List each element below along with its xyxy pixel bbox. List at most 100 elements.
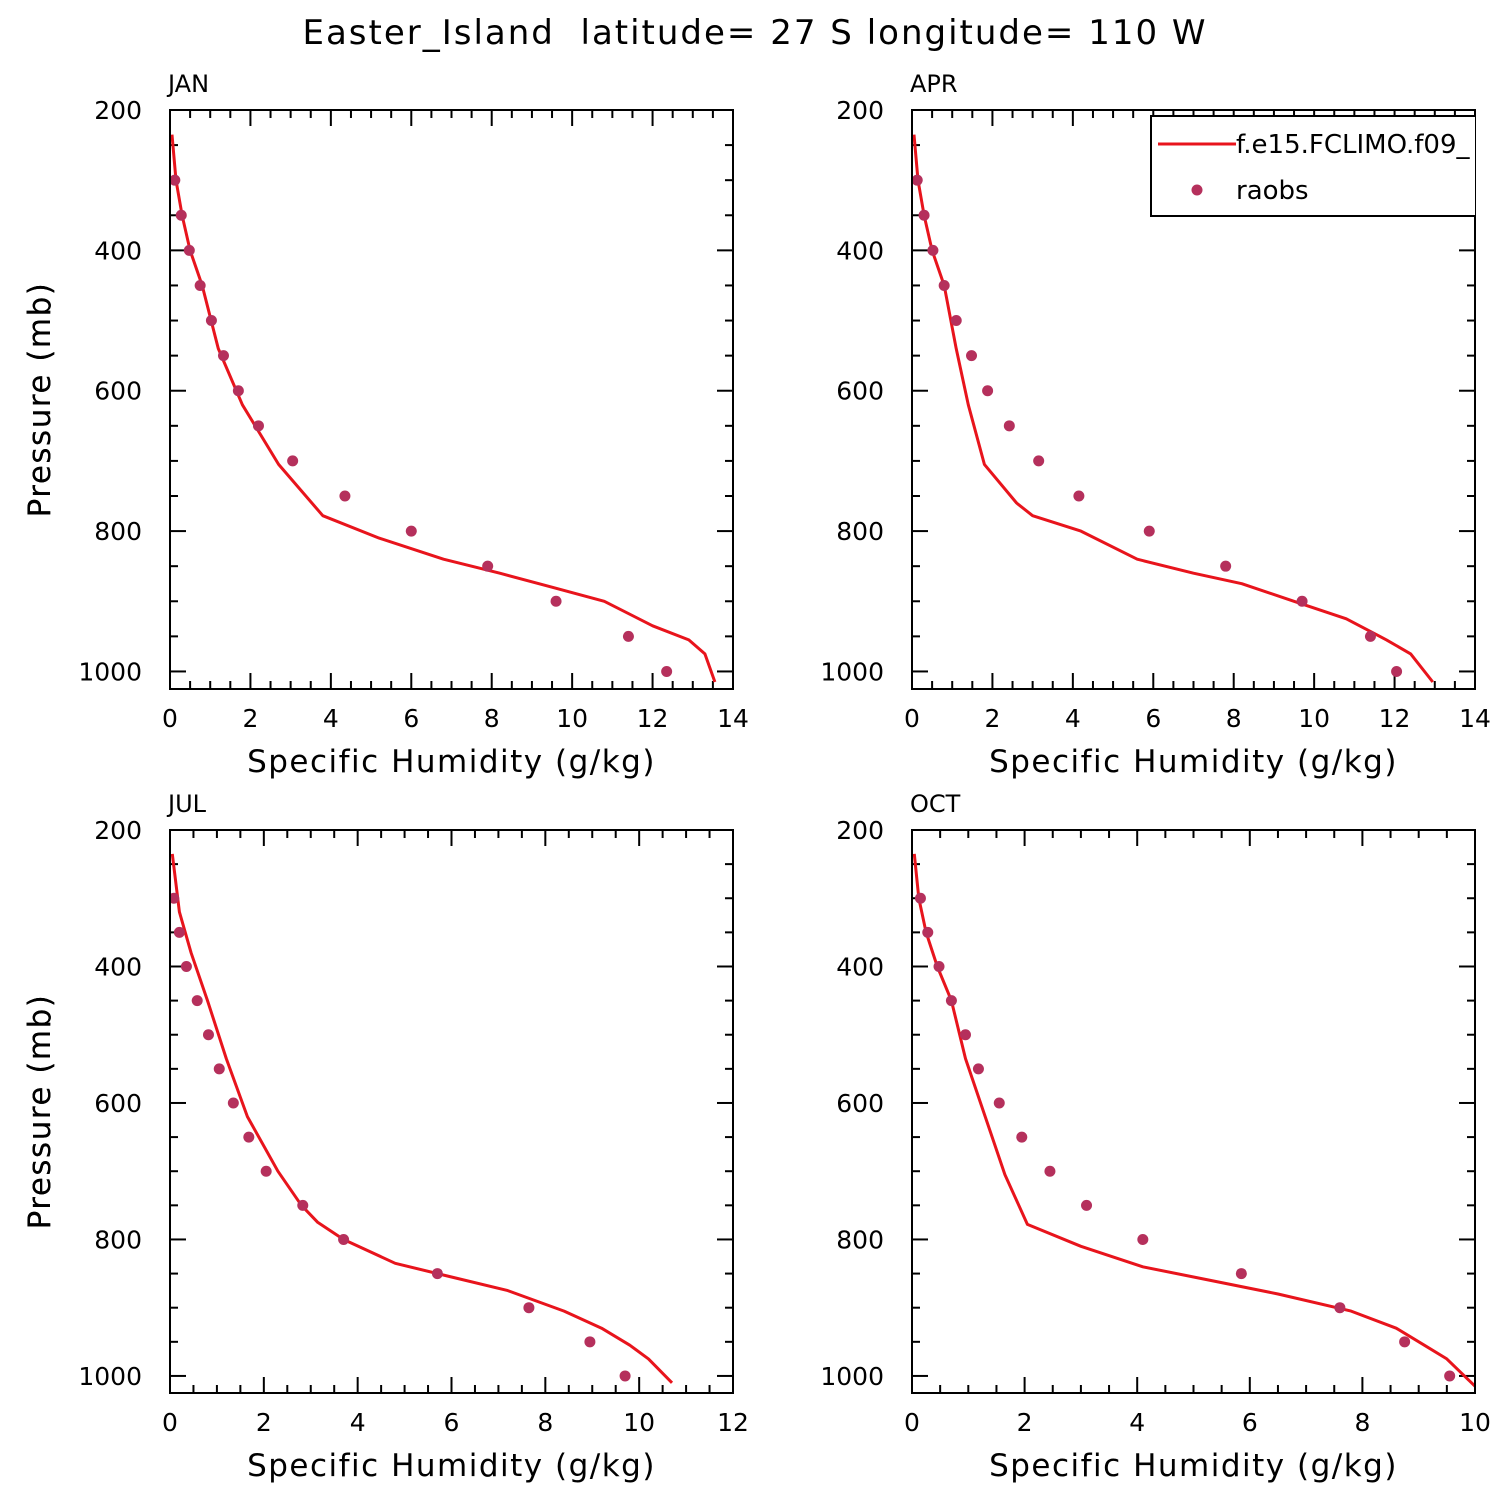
raobs-point — [619, 1370, 631, 1382]
x-tick-label: 12 — [717, 1408, 749, 1437]
y-axis-label: Pressure (mb) — [22, 994, 58, 1230]
raobs-point — [339, 490, 351, 502]
panel-jul: 0 2 4 6 8 10 12 200 400 600 800 1000 Specific Humidi… — [22, 790, 749, 1484]
raobs-point — [933, 960, 945, 972]
panel-jan: 0 2 4 6 8 10 12 14 200 400 600 800 1000 Specific Humi… — [22, 70, 749, 780]
raobs-point — [287, 455, 299, 467]
y-tick-label: 800 — [94, 517, 142, 546]
model-line-jul — [170, 853, 674, 1384]
x-tick-label: 14 — [1459, 704, 1491, 733]
raobs-point — [945, 995, 957, 1007]
raobs-point — [217, 350, 229, 362]
plot-area-jul — [170, 853, 674, 1384]
raobs-point — [213, 1063, 225, 1075]
x-tick-label: 0 — [904, 704, 920, 733]
x-tick-label: 4 — [1129, 1408, 1145, 1437]
raobs-point — [1391, 665, 1403, 677]
raobs-point — [405, 525, 417, 537]
raobs-point — [232, 385, 244, 397]
y-tick-label: 200 — [836, 96, 884, 125]
y-tick-label: 600 — [94, 377, 142, 406]
raobs-point — [1033, 455, 1045, 467]
raobs-point — [1081, 1199, 1093, 1211]
raobs-point — [173, 926, 185, 938]
y-tick-label: 1000 — [820, 657, 884, 686]
y-axis-label: Pressure (mb) — [22, 282, 58, 518]
x-tick-label: 12 — [637, 704, 669, 733]
y-tick-label: 400 — [836, 236, 884, 265]
y-tick-label: 800 — [94, 1225, 142, 1254]
x-tick-label: 4 — [350, 1408, 366, 1437]
legend-obs-label: raobs — [1236, 176, 1309, 206]
y-tick-label: 1000 — [78, 657, 142, 686]
model-line-jan — [170, 134, 717, 683]
raobs-point — [260, 1165, 272, 1177]
legend-model-label: f.e15.FCLIMO.f09_ — [1236, 130, 1470, 160]
x-tick-label: 2 — [984, 704, 1000, 733]
raobs-point — [482, 560, 494, 572]
raobs-point — [927, 244, 939, 256]
raobs-point — [1399, 1336, 1411, 1348]
plot-frame-oct — [911, 829, 1476, 1394]
raobs-point — [1364, 630, 1376, 642]
x-tick-label: 0 — [162, 704, 178, 733]
raobs-point — [912, 174, 923, 186]
panel-title-jan: JAN — [166, 70, 209, 98]
panel-apr: 0 2 4 6 8 10 12 14 200 400 600 800 1000 Specific Humi… — [22, 70, 1491, 780]
y-tick-label: 600 — [94, 1089, 142, 1118]
raobs-point — [938, 279, 950, 291]
x-tick-label: 2 — [242, 704, 258, 733]
raobs-point — [297, 1199, 309, 1211]
raobs-point — [966, 350, 978, 362]
x-tick-label: 14 — [717, 704, 749, 733]
raobs-point — [183, 244, 195, 256]
raobs-point — [1044, 1165, 1056, 1177]
raobs-point — [252, 420, 264, 432]
x-tick-label: 8 — [1226, 704, 1242, 733]
x-tick-label: 6 — [403, 704, 419, 733]
x-tick-label: 10 — [556, 704, 588, 733]
legend-inner: f.e15.FCLIMO.f09_raobs — [1150, 115, 1475, 217]
x-tick-label: 0 — [162, 1408, 178, 1437]
y-tick-label: 600 — [836, 377, 884, 406]
x-tick-label: 0 — [904, 1408, 920, 1437]
raobs-point — [194, 279, 206, 291]
x-tick-label: 6 — [1145, 704, 1161, 733]
raobs-point — [180, 960, 192, 972]
raobs-point — [202, 1029, 214, 1041]
x-axis-label: Specific Humidity (g/kg) — [989, 744, 1398, 780]
raobs-point — [914, 892, 926, 904]
raobs-point — [982, 385, 994, 397]
x-tick-label: 2 — [256, 1408, 272, 1437]
x-tick-label: 10 — [623, 1408, 655, 1437]
raobs-point — [338, 1233, 350, 1245]
y-tick-label: 200 — [836, 816, 884, 845]
panel-title-apr: APR — [910, 70, 958, 98]
y-tick-label: 400 — [94, 952, 142, 981]
raobs-point — [523, 1302, 535, 1314]
legend: f.e15.FCLIMO.f09_raobs — [1150, 115, 1475, 217]
raobs-point — [1444, 1370, 1456, 1382]
raobs-point — [972, 1063, 984, 1075]
raobs-point — [993, 1097, 1005, 1109]
y-tick-label: 1000 — [78, 1362, 142, 1391]
raobs-point — [661, 665, 673, 677]
y-tick-label: 200 — [94, 816, 142, 845]
plot-frame-apr — [911, 109, 1476, 690]
raobs-point — [1296, 595, 1308, 607]
y-tick-label: 200 — [94, 96, 142, 125]
raobs-point — [918, 209, 930, 221]
raobs-point — [1143, 525, 1155, 537]
x-tick-label: 6 — [444, 1408, 460, 1437]
x-tick-label: 6 — [1242, 1408, 1258, 1437]
x-tick-label: 10 — [1459, 1408, 1491, 1437]
x-axis-label: Specific Humidity (g/kg) — [989, 1448, 1398, 1484]
x-axis-label: Specific Humidity (g/kg) — [247, 1448, 656, 1484]
raobs-point — [584, 1336, 596, 1348]
raobs-point — [1003, 420, 1015, 432]
model-line-oct — [912, 853, 1475, 1388]
panel-oct: 0 2 4 6 8 10 200 400 600 800 1000 Specific Humidity… — [22, 790, 1491, 1484]
raobs-point — [1137, 1233, 1149, 1245]
